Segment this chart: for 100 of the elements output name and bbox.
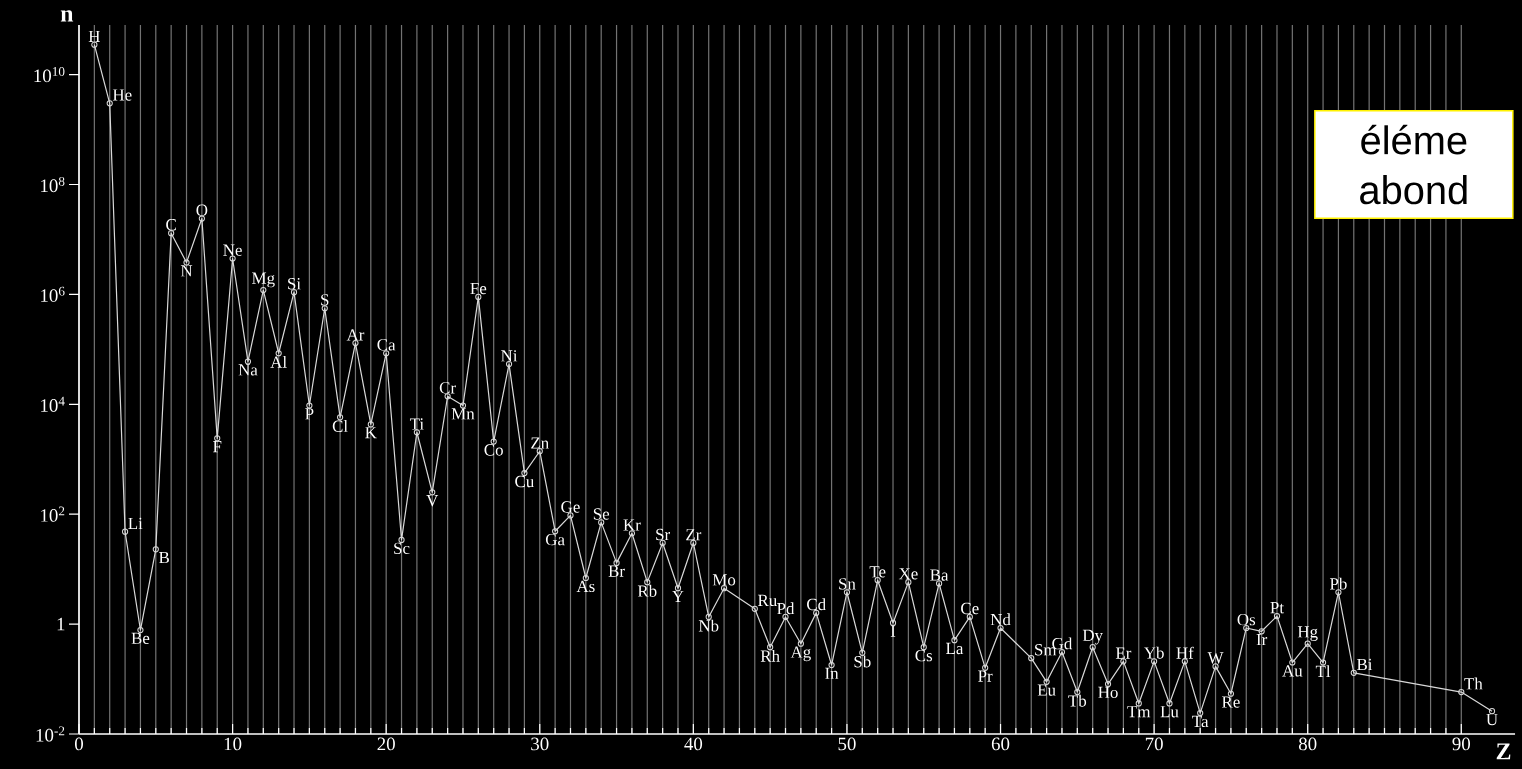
annotation: Ba bbox=[930, 569, 949, 581]
annotation: Ta bbox=[1192, 715, 1209, 728]
annotation: K bbox=[365, 427, 377, 439]
annotation: Ce bbox=[961, 602, 979, 615]
annotation: Ir bbox=[1256, 633, 1268, 646]
annotation: Sn bbox=[839, 578, 856, 590]
y-tick-label: 10$^{2}$ bbox=[41, 506, 65, 522]
y-tick-label: 10$^{10}$ bbox=[34, 66, 65, 83]
annotation: Te bbox=[869, 566, 886, 578]
annotation: Al bbox=[270, 355, 287, 368]
x-tick-label: 10 bbox=[224, 737, 242, 751]
annotation: Kr bbox=[623, 519, 641, 531]
annotation: Ga bbox=[545, 533, 565, 546]
annotation: Xe bbox=[898, 568, 918, 580]
annotation: Zn bbox=[531, 437, 549, 449]
annotation: Ge bbox=[561, 501, 580, 513]
annotation: Mo bbox=[712, 574, 736, 586]
annotation: Be bbox=[131, 632, 150, 644]
annotation: C bbox=[166, 219, 176, 231]
x-tick-label: 90 bbox=[1452, 737, 1471, 751]
annotation: B bbox=[158, 551, 169, 564]
annotation: Br bbox=[608, 565, 625, 577]
annotation: Sc bbox=[394, 542, 410, 555]
annotation: Tb bbox=[1068, 694, 1087, 707]
annotation: Os bbox=[1237, 613, 1256, 626]
annotation: Au bbox=[1282, 665, 1303, 677]
annotation: Li bbox=[128, 517, 143, 530]
annotation: Fe bbox=[470, 282, 487, 295]
annotation: Hf bbox=[1176, 646, 1194, 659]
annotation: Tm bbox=[1127, 706, 1151, 718]
x-tick-label: 20 bbox=[377, 737, 395, 751]
x-tick-label: 30 bbox=[531, 737, 549, 751]
annotation: F bbox=[213, 441, 222, 453]
annotation: Ho bbox=[1098, 686, 1118, 699]
annotation: V bbox=[426, 495, 439, 507]
x-tick-label: 60 bbox=[991, 737, 1010, 751]
annotation: W bbox=[1207, 652, 1224, 664]
annotation: Si bbox=[288, 278, 301, 290]
x-tick-label: 0 bbox=[74, 737, 83, 751]
y-tick-label: 10$^{8}$ bbox=[41, 176, 65, 193]
annotation: Nd bbox=[990, 613, 1011, 626]
annotation: Y bbox=[672, 590, 684, 602]
annotation: Th bbox=[1464, 677, 1483, 690]
annotation: Sr bbox=[656, 528, 671, 541]
annotation: He bbox=[112, 89, 132, 101]
x-tick-label: 70 bbox=[1145, 737, 1163, 751]
annotation: Mn bbox=[451, 408, 475, 420]
annotation: Cu bbox=[515, 475, 534, 488]
annotation: Bi bbox=[1356, 658, 1373, 671]
annotation: Sb bbox=[854, 655, 871, 668]
y-tick-label: 10$^{-2}$ bbox=[36, 726, 65, 742]
annotation: Cd bbox=[807, 598, 826, 611]
annotation: Ag bbox=[790, 646, 811, 662]
annotation: Ni bbox=[501, 350, 518, 362]
annotation: Lu bbox=[1160, 706, 1179, 718]
annotation: Pd bbox=[777, 602, 795, 615]
annotation: Ar bbox=[346, 329, 365, 341]
annotation: Cs bbox=[915, 649, 933, 662]
x-tick-label: 40 bbox=[684, 737, 703, 751]
y-axis-title: n bbox=[60, 10, 74, 22]
annotation: Nb bbox=[698, 619, 719, 632]
annotation: Zr bbox=[686, 529, 702, 541]
annotation: O bbox=[196, 204, 208, 216]
annotation: La bbox=[946, 642, 964, 655]
annotation: Er bbox=[1115, 647, 1132, 659]
annotation: Ti bbox=[409, 418, 424, 430]
annotation: éléme abond bbox=[1360, 124, 1467, 205]
annotation: Pt bbox=[1270, 602, 1284, 614]
annotation: Pr bbox=[978, 670, 993, 682]
annotation: P bbox=[305, 408, 314, 420]
annotation: Ru bbox=[757, 594, 777, 607]
annotation: In bbox=[825, 667, 839, 679]
annotation: U bbox=[1486, 713, 1498, 726]
annotation: N bbox=[180, 265, 193, 277]
annotation: Dy bbox=[1082, 629, 1103, 645]
annotation: Ne bbox=[223, 244, 242, 256]
annotation: Rh bbox=[760, 649, 780, 662]
annotation: Cl bbox=[332, 420, 348, 432]
annotation: Yb bbox=[1143, 646, 1164, 659]
annotation: As bbox=[576, 580, 595, 593]
annotation: S bbox=[321, 294, 329, 306]
annotation: I bbox=[890, 625, 896, 637]
annotation: Eu bbox=[1037, 684, 1056, 696]
annotation: Cr bbox=[439, 382, 456, 394]
annotation: Tl bbox=[1315, 665, 1331, 677]
annotation: Re bbox=[1221, 696, 1240, 708]
annotation: Na bbox=[238, 364, 258, 376]
y-tick-label: 10$^{6}$ bbox=[41, 286, 65, 303]
y-tick-label: 10$^{4}$ bbox=[41, 396, 65, 412]
x-tick-label: 50 bbox=[838, 737, 856, 751]
annotation: Co bbox=[484, 444, 503, 456]
x-axis-title: Z bbox=[1496, 743, 1511, 760]
annotation: H bbox=[88, 30, 100, 43]
annotation: Pb bbox=[1329, 577, 1347, 590]
annotation: Mg bbox=[252, 272, 275, 288]
y-tick-label: 1 bbox=[57, 617, 65, 631]
x-tick-label: 80 bbox=[1298, 737, 1317, 751]
annotation: Se bbox=[593, 508, 610, 520]
annotation: Hg bbox=[1297, 626, 1318, 641]
annotation: Ca bbox=[377, 339, 396, 351]
